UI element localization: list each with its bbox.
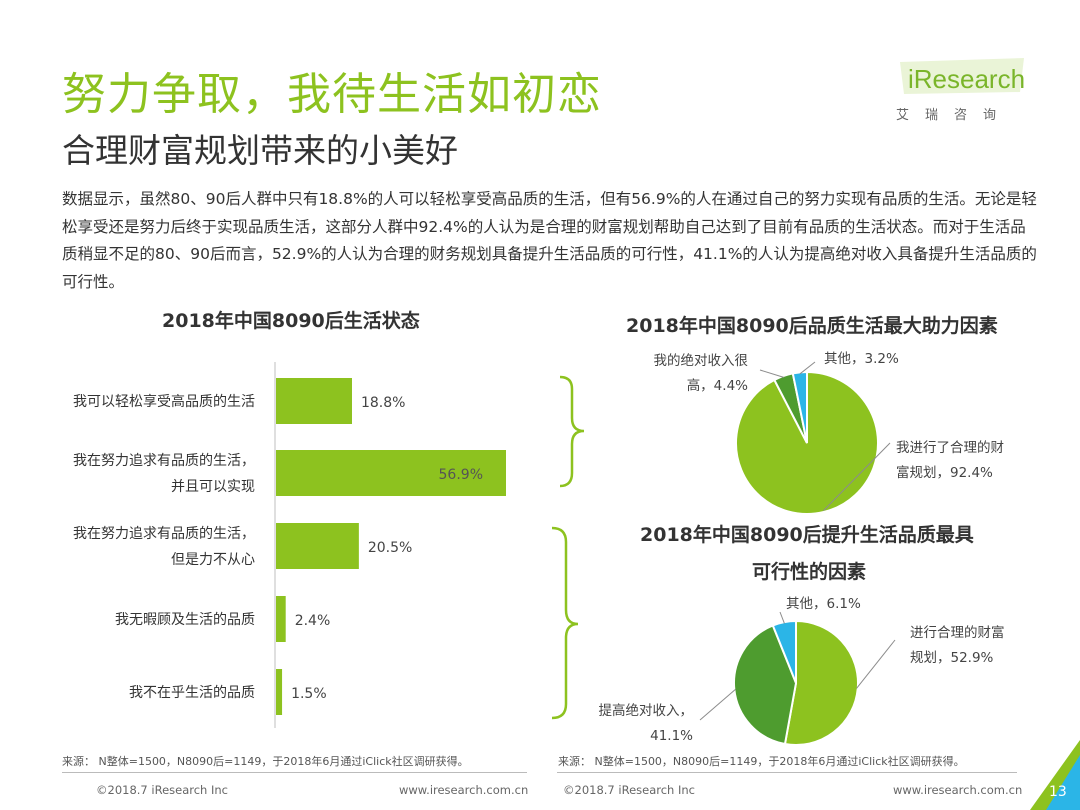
bar-0 bbox=[276, 378, 352, 424]
pie2-label-0-1: 规划，52.9% bbox=[910, 650, 994, 666]
pie1-label-1-0: 我的绝对收入很 bbox=[654, 353, 749, 369]
bar-value-label-2: 20.5% bbox=[368, 540, 412, 556]
page-subtitle: 合理财富规划带来的小美好 bbox=[62, 131, 458, 170]
iresearch-logo bbox=[900, 58, 1024, 94]
pie1-label-1-1: 高，4.4% bbox=[687, 377, 748, 394]
bar-value-label-0: 18.8% bbox=[361, 395, 405, 411]
bar-category-label-0-0: 我可以轻松享受高品质的生活 bbox=[73, 393, 255, 410]
footer-company-left: ©2018.7 iResearch Inc bbox=[96, 783, 228, 797]
bar-3 bbox=[276, 596, 286, 642]
footer-url-right[interactable]: www.iresearch.com.cn bbox=[893, 783, 1023, 797]
pie2-label-1-1: 41.1% bbox=[650, 728, 693, 744]
pie1-label-0-1: 富规划，92.4% bbox=[896, 464, 993, 481]
bar-4 bbox=[276, 669, 283, 715]
footer-divider-right bbox=[557, 772, 1017, 773]
pie2-label-1-0: 提高绝对收入， bbox=[599, 702, 694, 719]
pie2-label-2-0: 其他，6.1% bbox=[786, 596, 861, 612]
footer-company-right: ©2018.7 iResearch Inc bbox=[563, 783, 695, 797]
bar-category-label-2-1: 但是力不从心 bbox=[171, 552, 255, 568]
pie2-label-0-0: 进行合理的财富 bbox=[910, 624, 1005, 641]
bar-value-label-4: 1.5% bbox=[291, 686, 327, 702]
pie2-slice-1 bbox=[733, 624, 798, 746]
pie1-label-2-0: 其他，3.2% bbox=[824, 351, 899, 367]
pie2-title-line2: 可行性的因素 bbox=[752, 561, 867, 583]
bar-category-label-4-0: 我不在乎生活的品质 bbox=[129, 685, 255, 701]
bar-value-label-3: 2.4% bbox=[295, 613, 331, 629]
logo-brand-text: iResearch bbox=[908, 64, 1026, 94]
bar-category-label-1-0: 我在努力追求有品质的生活， bbox=[73, 453, 255, 469]
pie1-leader-1 bbox=[759, 369, 784, 378]
page-number: 13 bbox=[1049, 784, 1067, 800]
pie2-slice-0 bbox=[783, 619, 859, 746]
footer-url-left[interactable]: www.iresearch.com.cn bbox=[399, 783, 529, 797]
pie1-title: 2018年中国8090后品质生活最大助力因素 bbox=[626, 315, 998, 337]
pie1-leader-0 bbox=[823, 442, 891, 511]
bar-chart-title: 2018年中国8090后生活状态 bbox=[162, 310, 420, 332]
bar-category-label-2-0: 我在努力追求有品质的生活， bbox=[73, 526, 255, 542]
bar-category-label-3-0: 我无暇顾及生活的品质 bbox=[115, 612, 255, 628]
source-note-left: 来源： N整体=1500，N8090后=1149，于2018年6月通过iClic… bbox=[62, 755, 469, 768]
bar-category-label-1-1: 并且可以实现 bbox=[171, 479, 255, 495]
source-note-right: 来源： N整体=1500，N8090后=1149，于2018年6月通过iClic… bbox=[558, 755, 965, 768]
pie2-leader-0 bbox=[856, 639, 896, 689]
footer-divider-left bbox=[62, 772, 527, 773]
brace-bottom bbox=[551, 526, 579, 720]
bar-1 bbox=[276, 450, 506, 496]
logo-brand-cn: 艾瑞咨询 bbox=[896, 108, 1013, 123]
bar-2 bbox=[276, 523, 359, 569]
summary-paragraph: 数据显示，虽然80、90后人群中只有18.8%的人可以轻松享受高品质的生活，但有… bbox=[62, 190, 1037, 291]
pie1-leader-2 bbox=[799, 361, 816, 375]
brace-top bbox=[559, 375, 585, 488]
pie2-leader-2 bbox=[779, 611, 785, 624]
pie2-leader-1 bbox=[699, 688, 736, 721]
pie2-title-line1: 2018年中国8090后提升生活品质最具 bbox=[640, 524, 974, 546]
corner-decoration-blue bbox=[1046, 755, 1080, 810]
pie1-label-0-0: 我进行了合理的财 bbox=[896, 440, 1004, 456]
page-title: 努力争取，我待生活如初恋 bbox=[62, 69, 602, 120]
pie1-slice-2 bbox=[791, 370, 808, 444]
bar-value-label-1: 56.9% bbox=[439, 467, 483, 483]
